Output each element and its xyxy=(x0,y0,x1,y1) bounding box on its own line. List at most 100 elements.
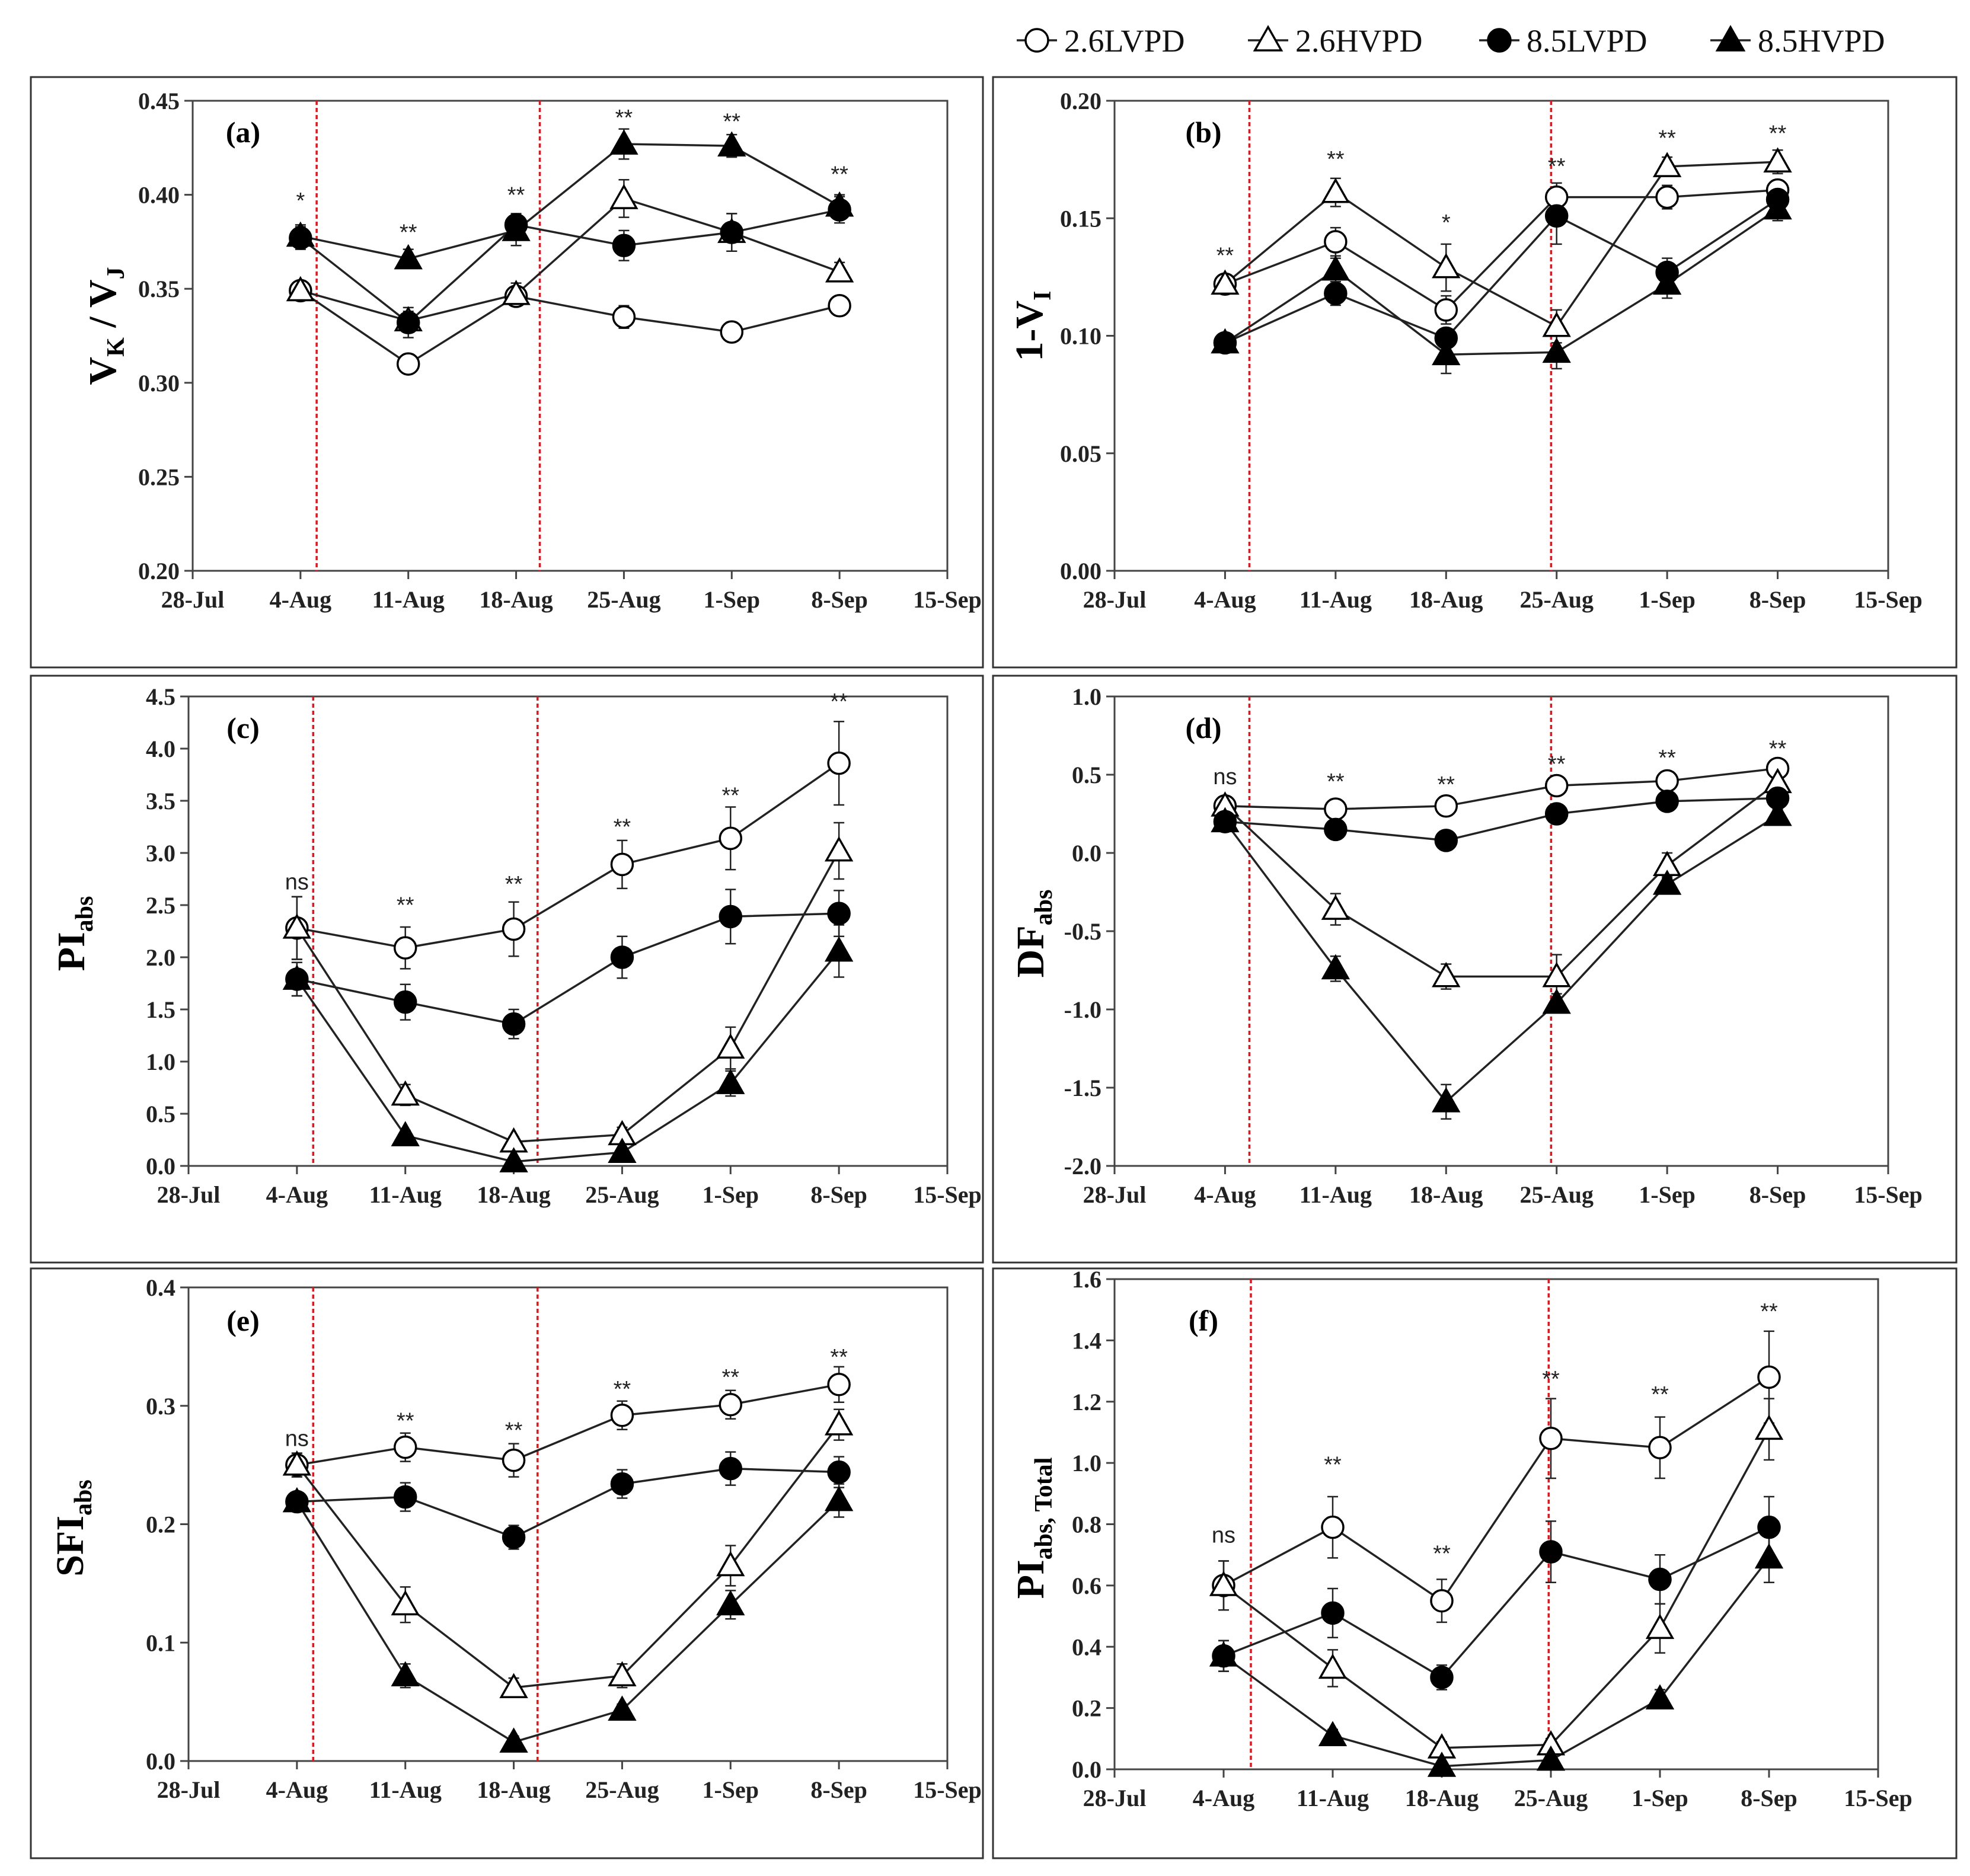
x-tick-label: 1-Sep xyxy=(1639,1181,1696,1208)
significance-label: ** xyxy=(397,893,414,918)
x-tick-label: 25-Aug xyxy=(1514,1785,1588,1811)
data-point-8.5HVPD xyxy=(824,1485,854,1511)
data-point-8.5HVPD xyxy=(1321,255,1350,281)
significance-label: ** xyxy=(1437,772,1455,797)
x-tick-label: 4-Aug xyxy=(1194,586,1256,613)
significance-label: ** xyxy=(1327,147,1345,172)
data-point-2.6HVPD xyxy=(391,1590,420,1616)
significance-label: ** xyxy=(830,1345,848,1370)
series-2.6LVPD xyxy=(1219,763,1783,815)
panel-label: (e) xyxy=(226,1304,260,1337)
x-tick-label: 8-Sep xyxy=(1749,1181,1806,1208)
data-point-8.5HVPD xyxy=(716,1069,745,1094)
y-tick-label: 0.20 xyxy=(138,558,180,584)
data-point-8.5LVPD xyxy=(719,905,743,929)
series-line-8.5LVPD xyxy=(1224,199,1779,344)
markers-8.5LVPD xyxy=(285,1456,851,1549)
series-8.5LVPD xyxy=(295,196,845,338)
data-point-8.5HVPD xyxy=(1645,1684,1675,1709)
data-point-8.5HVPD xyxy=(391,1661,420,1687)
data-point-2.6LVPD xyxy=(720,320,744,344)
chart-panel-1: 0.20 0.25 0.30 0.35 0.40 0.45 28-Jul 4-Aug 11-Au… xyxy=(30,76,984,669)
x-tick-label: 11-Aug xyxy=(369,1181,442,1208)
series-line-8.5HVPD xyxy=(300,143,840,260)
series-line-2.6HVPD xyxy=(1222,1428,1770,1749)
data-point-8.5HVPD xyxy=(1542,988,1571,1014)
series-2.6LVPD xyxy=(291,1366,845,1478)
data-point-2.6LVPD xyxy=(1757,1365,1781,1389)
legend: 2.6LVPD 2.6HVPD 8.5LVPD 8.5HVPD xyxy=(1017,23,1885,59)
y-axis-label-part: K xyxy=(103,337,130,357)
data-point-2.6LVPD xyxy=(1430,1589,1454,1613)
series-line-2.6LVPD xyxy=(296,1383,839,1466)
data-point-2.6HVPD xyxy=(286,276,315,302)
x-tick-label: 25-Aug xyxy=(585,1776,659,1803)
x-tick-label: 15-Sep xyxy=(913,1776,982,1803)
panel-label: (a) xyxy=(226,116,260,149)
y-tick-label: 0.05 xyxy=(1060,440,1101,467)
panel-label: (c) xyxy=(226,711,260,744)
data-point-2.6HVPD xyxy=(609,184,638,209)
y-axis-label-part: / V xyxy=(81,279,124,337)
x-tick-label: 1-Sep xyxy=(703,586,760,613)
y-tick-label: 0.3 xyxy=(146,1393,175,1420)
data-point-2.6LVPD xyxy=(828,293,851,318)
x-tick-label: 8-Sep xyxy=(811,586,868,613)
series-8.5LVPD xyxy=(1219,792,1783,846)
markers-2.6HVPD xyxy=(1209,1414,1784,1759)
y-axis-label-part: SFI xyxy=(49,1516,92,1577)
markers-2.6LVPD xyxy=(289,279,851,376)
panel-frame xyxy=(30,675,984,1264)
data-point-8.5HVPD xyxy=(282,964,312,990)
x-tick-label: 15-Sep xyxy=(1854,586,1923,613)
significance-label: ** xyxy=(615,106,633,130)
x-tick-label: 11-Aug xyxy=(1300,586,1372,613)
significance-label: ** xyxy=(614,1377,631,1402)
x-tick-label: 4-Aug xyxy=(1194,1181,1256,1208)
data-point-2.6HVPD xyxy=(1432,961,1461,987)
data-point-2.6HVPD xyxy=(1652,152,1682,177)
x-tick-label: 4-Aug xyxy=(266,1181,328,1208)
series-line-2.6LVPD xyxy=(299,289,840,366)
legend-marker-2.6LVPD xyxy=(1024,28,1049,53)
y-tick-label: 0.0 xyxy=(146,1153,175,1180)
data-point-8.5HVPD xyxy=(1209,1641,1238,1667)
markers-8.5HVPD xyxy=(282,1485,854,1753)
data-point-8.5HVPD xyxy=(1754,1543,1784,1569)
series-line-2.6HVPD xyxy=(296,1424,840,1689)
x-tick-label: 28-Jul xyxy=(161,586,225,613)
legend-marker-8.5HVPD xyxy=(1715,25,1746,52)
x-tick-label: 18-Aug xyxy=(477,1181,550,1208)
series-line-8.5HVPD xyxy=(296,950,840,1163)
markers-2.6LVPD xyxy=(285,1373,851,1477)
y-tick-label: 1.6 xyxy=(1072,1266,1101,1293)
series-line-8.5LVPD xyxy=(1223,1526,1770,1679)
series-line-8.5HVPD xyxy=(296,1500,840,1743)
significance-label: ** xyxy=(1769,121,1787,146)
data-point-2.6HVPD xyxy=(1645,1613,1675,1639)
x-tick-label: 1-Sep xyxy=(702,1181,759,1208)
series-8.5LVPD xyxy=(291,1451,845,1550)
x-tick-label: 1-Sep xyxy=(1631,1785,1688,1811)
y-tick-label: 3.0 xyxy=(146,840,175,867)
data-point-2.6LVPD xyxy=(827,1373,851,1396)
panel-frame xyxy=(992,76,1958,669)
y-tick-label: 0.45 xyxy=(138,88,180,114)
series-line-8.5LVPD xyxy=(296,1467,839,1539)
data-point-8.5LVPD xyxy=(1544,802,1569,826)
x-tick-label: 18-Aug xyxy=(477,1776,550,1803)
data-point-8.5LVPD xyxy=(827,1460,851,1484)
data-point-8.5LVPD xyxy=(1655,790,1679,813)
plot-area xyxy=(191,100,949,572)
y-axis-label-part: J xyxy=(103,267,130,279)
y-tick-label: 0.6 xyxy=(1072,1573,1101,1599)
x-tick-label: 15-Sep xyxy=(1854,1181,1923,1208)
significance-label: ** xyxy=(723,110,740,135)
data-point-8.5HVPD xyxy=(1211,807,1240,833)
significance-label: ** xyxy=(507,183,525,207)
series-line-2.6HVPD xyxy=(1224,161,1778,328)
panel-label: (b) xyxy=(1185,116,1221,149)
data-point-2.6HVPD xyxy=(1763,147,1792,172)
series-8.5HVPD xyxy=(1219,808,1783,1120)
y-tick-label: 1.5 xyxy=(146,996,175,1023)
